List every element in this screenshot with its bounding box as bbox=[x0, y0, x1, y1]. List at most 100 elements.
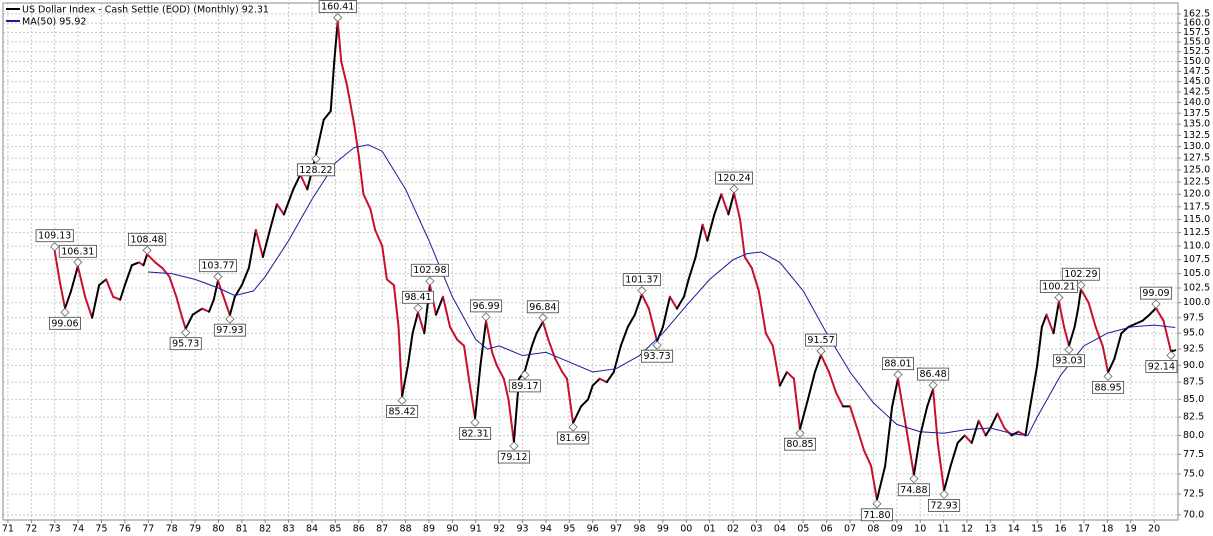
y-tick-label: 137.5 bbox=[1183, 108, 1210, 119]
price-segment bbox=[1029, 364, 1039, 408]
price-segment bbox=[835, 391, 845, 408]
price-segment bbox=[820, 354, 830, 374]
price-segment bbox=[926, 388, 935, 408]
annotation-box bbox=[386, 405, 419, 418]
x-tick-label: 94 bbox=[540, 524, 552, 535]
annotation-box bbox=[1092, 380, 1125, 394]
price-segment bbox=[1024, 405, 1032, 437]
price-segment bbox=[247, 228, 257, 270]
y-tick-label: 155.0 bbox=[1183, 36, 1210, 47]
x-tick-label: 85 bbox=[329, 524, 341, 535]
price-segment bbox=[333, 20, 339, 63]
annotation-label: 102.29 bbox=[1064, 269, 1097, 280]
y-tick-label: 90.0 bbox=[1183, 360, 1204, 371]
price-segment bbox=[771, 344, 781, 387]
x-tick-label: 72 bbox=[25, 524, 37, 535]
y-tick-label: 107.5 bbox=[1183, 254, 1210, 265]
price-segment bbox=[84, 295, 94, 319]
annotation-label: 71.80 bbox=[863, 510, 890, 521]
price-segment bbox=[1040, 313, 1048, 328]
price-segment bbox=[739, 218, 746, 258]
x-tick-label: 91 bbox=[470, 524, 482, 535]
y-tick-label: 72.5 bbox=[1183, 489, 1204, 500]
price-segment bbox=[1073, 307, 1080, 328]
price-segment bbox=[282, 188, 295, 216]
price-segment bbox=[989, 412, 999, 430]
price-segment bbox=[984, 427, 992, 437]
price-segment bbox=[463, 344, 471, 387]
annotation-box bbox=[622, 273, 661, 287]
x-tick-label: 83 bbox=[283, 524, 295, 535]
price-segment bbox=[346, 84, 356, 126]
price-segment bbox=[1057, 300, 1066, 328]
price-segment bbox=[392, 284, 400, 328]
annotation-label: 106.31 bbox=[61, 246, 94, 257]
y-tick-label: 122.5 bbox=[1183, 176, 1210, 187]
annotation-box bbox=[401, 290, 434, 304]
price-segment bbox=[268, 203, 278, 231]
price-segment bbox=[849, 405, 859, 430]
annotation-box bbox=[296, 163, 336, 177]
annotation-marker bbox=[73, 257, 83, 267]
price-segment bbox=[565, 377, 575, 425]
price-segment bbox=[401, 364, 409, 398]
x-tick-label: 11 bbox=[938, 524, 950, 535]
annotation-marker bbox=[413, 303, 423, 313]
annotation-box bbox=[714, 171, 754, 185]
price-segment bbox=[434, 295, 445, 316]
price-segment bbox=[397, 325, 404, 398]
price-segment bbox=[743, 255, 753, 270]
price-segment bbox=[827, 371, 838, 394]
annotation-box bbox=[1145, 359, 1178, 373]
price-segment bbox=[76, 265, 87, 298]
price-segment bbox=[1077, 288, 1082, 310]
y-tick-label: 145.0 bbox=[1183, 76, 1210, 87]
price-segment bbox=[996, 412, 1006, 430]
price-segment bbox=[142, 253, 149, 267]
x-tick-label: 92 bbox=[493, 524, 505, 535]
price-segment bbox=[587, 384, 594, 401]
price-segment bbox=[605, 371, 615, 384]
price-segment bbox=[1113, 332, 1123, 360]
annotation-marker bbox=[60, 307, 70, 317]
annotation-label: 96.84 bbox=[529, 302, 556, 313]
price-segment bbox=[314, 118, 325, 156]
price-segment bbox=[495, 364, 505, 380]
price-segment bbox=[322, 110, 332, 121]
price-segment bbox=[154, 261, 164, 270]
annotation-box bbox=[470, 299, 503, 313]
price-segment bbox=[58, 278, 66, 310]
price-segment bbox=[168, 275, 178, 298]
price-segment bbox=[1063, 325, 1070, 347]
price-segment bbox=[449, 325, 459, 341]
price-segment bbox=[507, 398, 515, 444]
price-segment bbox=[240, 267, 250, 287]
annotation-box bbox=[48, 316, 81, 330]
annotation-marker bbox=[425, 276, 435, 286]
price-segment bbox=[146, 253, 157, 264]
x-tick-label: 71 bbox=[2, 524, 14, 535]
price-segment bbox=[130, 261, 140, 267]
price-segment bbox=[687, 255, 697, 281]
annotation-label: 89.17 bbox=[511, 381, 538, 392]
price-segment bbox=[675, 295, 685, 310]
price-segment bbox=[884, 405, 894, 467]
annotation-label: 101.37 bbox=[625, 275, 658, 286]
x-tick-label: 87 bbox=[376, 524, 388, 535]
price-segment bbox=[757, 289, 767, 335]
annotation-box bbox=[318, 0, 357, 13]
price-segment bbox=[932, 388, 939, 444]
annotation-marker bbox=[481, 312, 491, 322]
price-segment bbox=[1036, 325, 1043, 367]
price-segment bbox=[919, 405, 929, 437]
y-tick-label: 100.0 bbox=[1183, 297, 1210, 308]
price-segment bbox=[1101, 344, 1110, 374]
x-tick-label: 78 bbox=[166, 524, 178, 535]
annotation-label: 91.57 bbox=[807, 335, 834, 346]
annotation-label: 98.41 bbox=[404, 292, 431, 303]
y-tick-label: 95.0 bbox=[1183, 328, 1204, 339]
x-tick-label: 88 bbox=[400, 524, 412, 535]
y-tick-label: 97.5 bbox=[1183, 312, 1204, 323]
annotation-label: 128.22 bbox=[299, 165, 332, 176]
